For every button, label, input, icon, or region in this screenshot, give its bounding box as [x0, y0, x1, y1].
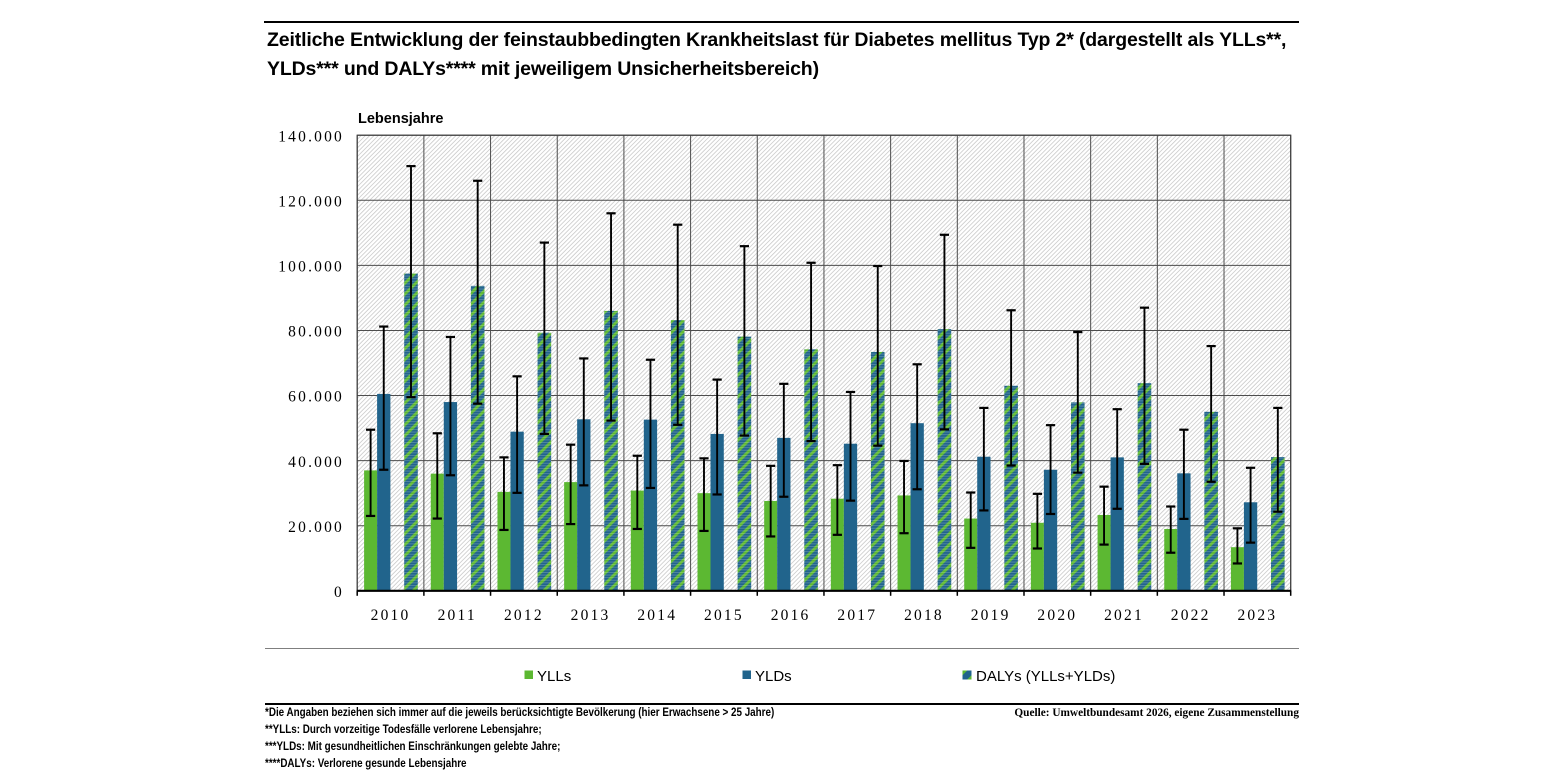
svg-text:140.000: 140.000	[278, 128, 344, 145]
svg-text:2022: 2022	[1171, 607, 1211, 624]
svg-text:2013: 2013	[571, 607, 611, 624]
svg-text:120.000: 120.000	[278, 193, 344, 210]
svg-text:2020: 2020	[1037, 607, 1077, 624]
svg-text:60.000: 60.000	[288, 389, 344, 406]
svg-text:2023: 2023	[1237, 607, 1277, 624]
svg-text:2016: 2016	[771, 607, 811, 624]
svg-text:40.000: 40.000	[288, 454, 344, 471]
svg-text:2011: 2011	[438, 607, 477, 624]
svg-text:2019: 2019	[971, 607, 1011, 624]
svg-text:2014: 2014	[637, 607, 677, 624]
svg-text:2015: 2015	[704, 607, 744, 624]
svg-text:2010: 2010	[371, 607, 411, 624]
svg-text:2017: 2017	[837, 607, 877, 624]
svg-text:20.000: 20.000	[288, 519, 344, 536]
svg-text:100.000: 100.000	[278, 259, 344, 276]
svg-text:80.000: 80.000	[288, 324, 344, 341]
svg-text:0: 0	[334, 584, 344, 601]
svg-text:2012: 2012	[504, 607, 544, 624]
svg-text:2021: 2021	[1104, 607, 1144, 624]
svg-text:2018: 2018	[904, 607, 944, 624]
